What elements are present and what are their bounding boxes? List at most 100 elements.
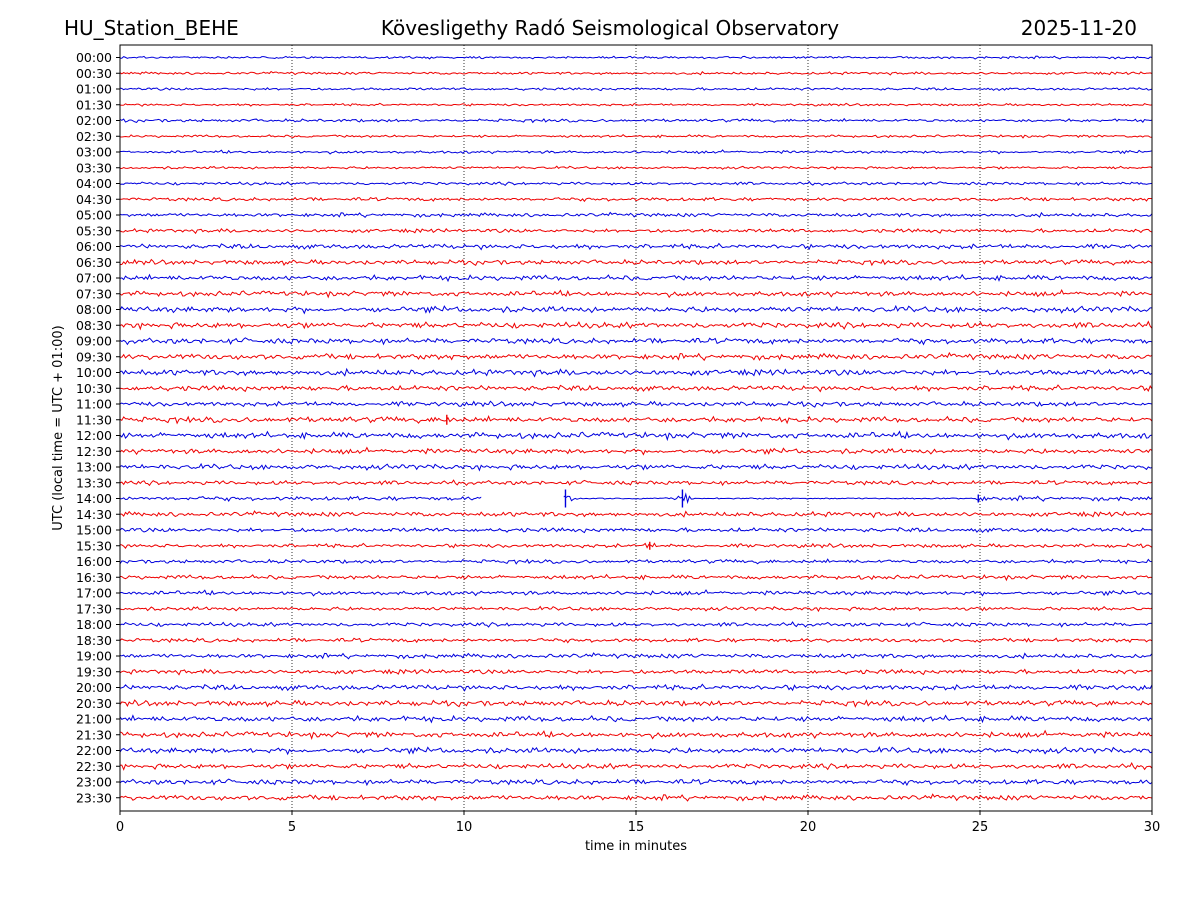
y-tick-label: 22:30 — [76, 759, 112, 774]
seismic-trace — [119, 242, 1153, 251]
seismic-trace — [119, 699, 1153, 708]
y-tick-label: 05:30 — [76, 223, 112, 238]
seismic-trace — [119, 384, 1153, 393]
x-tick-label: 20 — [800, 820, 817, 835]
y-axis-label: UTC (local time = UTC + 01:00) — [51, 325, 66, 530]
y-tick-label: 14:30 — [76, 507, 112, 522]
seismic-trace — [119, 542, 1153, 549]
seismic-trace — [119, 149, 1153, 155]
y-tick-label: 08:30 — [76, 318, 112, 333]
seismic-trace — [119, 526, 1153, 534]
seismic-trace — [119, 793, 1153, 802]
seismic-trace — [119, 337, 1153, 346]
y-tick-label: 03:30 — [76, 160, 112, 175]
seismic-trace — [119, 400, 1153, 408]
seismic-trace — [119, 573, 1153, 582]
y-tick-label: 18:00 — [76, 617, 112, 632]
y-tick-label: 23:00 — [76, 775, 112, 790]
y-tick-label: 16:30 — [76, 570, 112, 585]
seismic-trace — [119, 652, 1153, 660]
seismic-trace — [119, 746, 1153, 756]
y-tick-label: 15:00 — [76, 523, 112, 538]
y-tick-label: 00:00 — [76, 50, 112, 65]
y-tick-label: 12:00 — [76, 428, 112, 443]
seismic-trace — [119, 778, 1153, 787]
x-tick-label: 5 — [288, 820, 296, 835]
y-tick-label: 03:00 — [76, 145, 112, 160]
seismic-trace — [119, 462, 1153, 472]
y-tick-label: 11:00 — [76, 397, 112, 412]
y-tick-label: 21:30 — [76, 727, 112, 742]
y-tick-label: 19:30 — [76, 664, 112, 679]
y-tick-label: 06:00 — [76, 239, 112, 254]
y-tick-label: 10:30 — [76, 381, 112, 396]
seismic-trace — [119, 637, 1153, 644]
x-tick-label: 0 — [116, 820, 124, 835]
y-tick-label: 22:00 — [76, 743, 112, 758]
y-tick-label: 02:30 — [76, 129, 112, 144]
y-tick-label: 12:30 — [76, 444, 112, 459]
x-tick-label: 25 — [972, 820, 989, 835]
y-tick-label: 20:00 — [76, 680, 112, 695]
seismic-trace — [119, 258, 1153, 267]
seismic-trace — [119, 70, 1153, 76]
y-tick-label: 01:00 — [76, 82, 112, 97]
y-tick-label: 17:30 — [76, 601, 112, 616]
seismic-trace — [119, 180, 1153, 187]
x-tick-label: 30 — [1144, 820, 1161, 835]
y-tick-label: 07:30 — [76, 286, 112, 301]
y-tick-label: 10:00 — [76, 365, 112, 380]
y-tick-label: 02:00 — [76, 113, 112, 128]
seismic-trace — [119, 668, 1153, 676]
y-tick-label: 04:30 — [76, 192, 112, 207]
seismic-trace — [119, 492, 1153, 505]
seismic-trace — [119, 320, 1153, 331]
y-tick-label: 06:30 — [76, 255, 112, 270]
y-tick-label: 09:30 — [76, 349, 112, 364]
record-date: 2025-11-20 — [1020, 16, 1137, 40]
seismic-trace — [119, 683, 1153, 692]
y-tick-label: 01:30 — [76, 97, 112, 112]
seismic-trace — [119, 304, 1153, 315]
y-tick-label: 00:30 — [76, 66, 112, 81]
seismic-trace — [119, 479, 1153, 487]
seismic-trace — [119, 273, 1153, 283]
plot-area — [120, 45, 1152, 811]
seismic-trace — [119, 102, 1153, 107]
seismic-trace — [119, 729, 1153, 740]
seismic-trace — [119, 761, 1153, 771]
x-tick-label: 15 — [628, 820, 645, 835]
y-tick-label: 09:00 — [76, 334, 112, 349]
x-axis: 0 5 10 15 20 25 30 — [116, 811, 1160, 835]
seismic-trace — [119, 227, 1153, 235]
y-tick-label: 20:30 — [76, 696, 112, 711]
seismic-trace — [119, 558, 1153, 565]
y-tick-label: 14:00 — [76, 491, 112, 506]
seismic-trace — [119, 55, 1153, 60]
y-tick-label: 15:30 — [76, 538, 112, 553]
seismic-trace — [119, 351, 1153, 362]
seismic-traces — [119, 55, 1153, 802]
seismic-trace — [119, 87, 1153, 92]
y-tick-label: 05:00 — [76, 208, 112, 223]
y-tick-label: 08:00 — [76, 302, 112, 317]
seismic-trace — [119, 196, 1153, 203]
seismic-trace — [119, 510, 1153, 519]
y-tick-label: 04:00 — [76, 176, 112, 191]
seismic-trace — [119, 117, 1153, 124]
y-tick-label: 13:00 — [76, 460, 112, 475]
seismic-trace — [119, 133, 1153, 139]
chart-title: Kövesligethy Radó Seismological Observat… — [380, 16, 840, 40]
seismic-trace — [119, 165, 1153, 171]
seismic-trace — [119, 621, 1153, 628]
y-tick-label: 21:00 — [76, 712, 112, 727]
seismic-trace — [119, 415, 1153, 425]
station-name: HU_Station_BEHE — [64, 16, 239, 40]
seismic-trace — [119, 714, 1153, 724]
y-tick-label: 07:00 — [76, 271, 112, 286]
y-axis: 00:0000:3001:0001:3002:0002:3003:0003:30… — [76, 50, 120, 805]
seismic-trace — [119, 446, 1153, 456]
y-tick-label: 23:30 — [76, 790, 112, 805]
seismic-trace — [119, 605, 1153, 613]
